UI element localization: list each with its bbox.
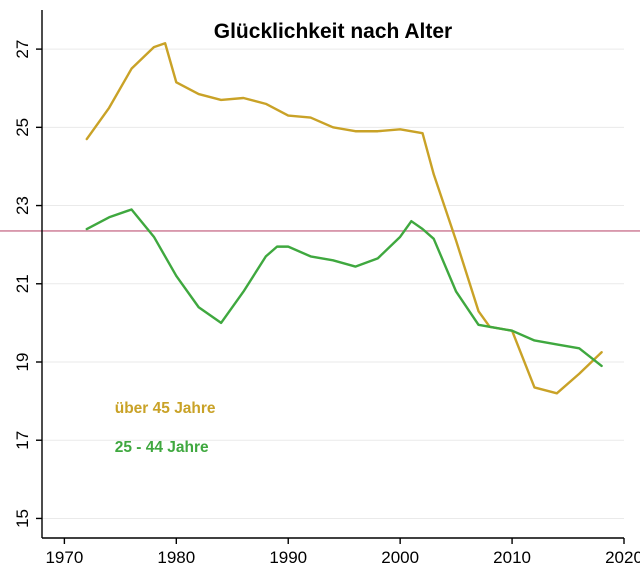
y-tick-label: 21 bbox=[13, 274, 32, 293]
x-tick-label: 1980 bbox=[157, 548, 195, 567]
y-tick-label: 15 bbox=[13, 509, 32, 528]
y-tick-label: 17 bbox=[13, 431, 32, 450]
y-tick-label: 27 bbox=[13, 40, 32, 59]
x-tick-label: 1970 bbox=[45, 548, 83, 567]
y-tick-label: 19 bbox=[13, 353, 32, 372]
x-tick-label: 2010 bbox=[493, 548, 531, 567]
legend-item-0: über 45 Jahre bbox=[115, 400, 216, 417]
plot-area bbox=[42, 10, 624, 538]
legend-item-1: 25 - 44 Jahre bbox=[115, 439, 209, 456]
x-tick-label: 1990 bbox=[269, 548, 307, 567]
y-tick-label: 25 bbox=[13, 118, 32, 137]
x-tick-label: 2020 bbox=[605, 548, 640, 567]
chart-title: Glücklichkeit nach Alter bbox=[214, 20, 452, 43]
x-tick-label: 2000 bbox=[381, 548, 419, 567]
happiness-by-age-chart: 15 17 19 21 23 25 27 1970 1980 1990 2000 2010 2020 Gl… bbox=[0, 0, 640, 580]
y-tick-label: 23 bbox=[13, 196, 32, 215]
